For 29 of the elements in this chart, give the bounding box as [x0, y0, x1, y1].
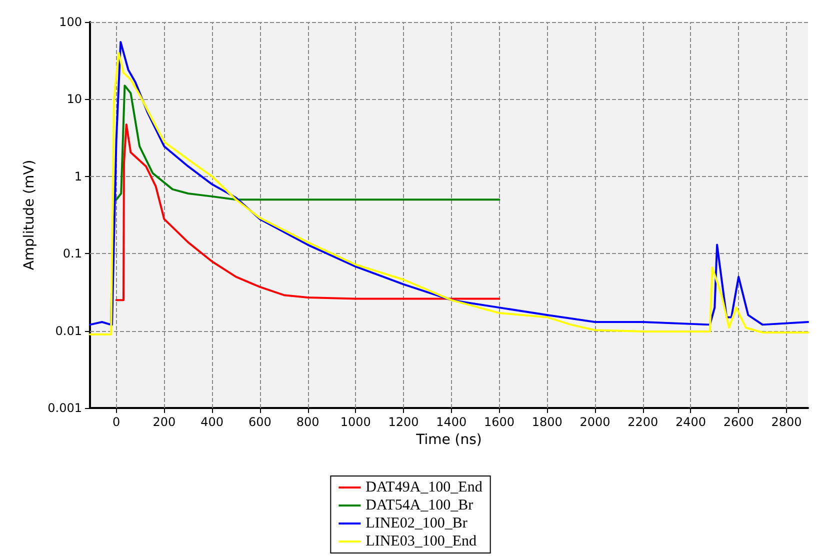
legend-label: LINE02_100_Br: [366, 516, 468, 532]
x-tick-label: 2400: [675, 415, 706, 429]
y-axis-title: Amplitude (mV): [22, 160, 38, 270]
x-tick-label: 1800: [532, 415, 562, 429]
y-tick-label: 0.01: [55, 324, 82, 338]
x-tick-label: 800: [296, 415, 320, 429]
y-tick-label: 10: [66, 92, 82, 106]
y-tick-label: 0.001: [48, 401, 82, 415]
x-tick-label: 200: [152, 415, 176, 429]
x-tick-label: 600: [248, 415, 272, 429]
line-series: [115, 84, 500, 201]
y-tick-label: 100: [59, 15, 82, 29]
x-tick-label: 2800: [771, 415, 802, 429]
x-tick-label: 2000: [580, 415, 610, 429]
line-series: [115, 124, 500, 302]
y-tick-label: 0.1: [62, 246, 82, 261]
x-tick-label: 400: [200, 415, 224, 429]
legend-label: DAT54A_100_Br: [366, 498, 474, 514]
x-tick-label: 2200: [628, 415, 658, 429]
x-tick-label: 1000: [340, 415, 371, 429]
x-tick-label: 0: [112, 415, 120, 429]
x-tick-label: 2600: [723, 415, 754, 429]
x-tick-label: 1600: [484, 415, 515, 429]
x-axis-title: Time (ns): [415, 432, 482, 448]
y-tick-label: 1: [74, 169, 82, 184]
x-tick-label: 1200: [388, 415, 419, 429]
legend-label: DAT49A_100_End: [366, 480, 483, 496]
x-tick-label: 1400: [436, 415, 467, 429]
legend-label: LINE03_100_End: [366, 534, 477, 550]
